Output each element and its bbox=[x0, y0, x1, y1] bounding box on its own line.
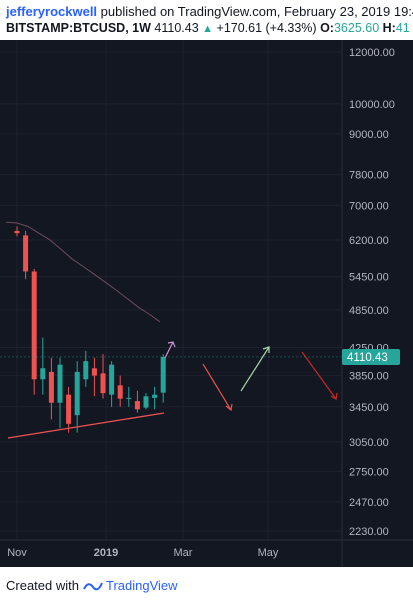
x-tick-label: 2019 bbox=[94, 547, 118, 559]
y-tick-label: 10000.00 bbox=[349, 99, 395, 111]
candle-body bbox=[160, 356, 166, 393]
high-value: 41 bbox=[395, 21, 410, 35]
candle-body bbox=[83, 361, 89, 380]
arrow-down-red-2[interactable] bbox=[301, 351, 337, 400]
last-price-tag: 4110.43 bbox=[342, 348, 400, 365]
last-price: 4110.43 bbox=[154, 21, 199, 35]
y-tick-label: 3850.00 bbox=[349, 371, 389, 383]
y-tick-label: 2750.00 bbox=[349, 466, 389, 478]
footer: Created with TradingView bbox=[6, 578, 178, 593]
tradingview-logo-icon bbox=[83, 582, 103, 590]
candle-body bbox=[109, 364, 115, 395]
candle-body bbox=[14, 230, 20, 234]
drawings bbox=[7, 341, 338, 439]
time-axis[interactable]: Nov 2019 Mar May bbox=[7, 547, 279, 559]
y-tick-label: 7800.00 bbox=[349, 170, 389, 182]
moving-average-path bbox=[5, 221, 161, 323]
arrow-down-red-1-head bbox=[225, 403, 233, 412]
y-tick-label: 7000.00 bbox=[349, 200, 389, 212]
published-text: published on TradingView.com, February 2… bbox=[100, 4, 413, 19]
y-tick-label: 2230.00 bbox=[349, 526, 389, 538]
candles bbox=[14, 226, 166, 433]
candle-body bbox=[117, 385, 123, 399]
y-tick-label: 2470.00 bbox=[349, 497, 389, 509]
candle-body bbox=[40, 368, 46, 380]
high-label: H: bbox=[382, 21, 396, 35]
tradingview-brand[interactable]: TradingView bbox=[105, 578, 178, 593]
support-trendline[interactable] bbox=[7, 412, 165, 439]
x-tick-label: Mar bbox=[174, 547, 193, 559]
symbol-name: BITSTAMP:BTCUSD, 1W bbox=[6, 21, 151, 35]
candle-body bbox=[57, 364, 63, 403]
up-triangle-icon: ▲ bbox=[202, 23, 214, 35]
open-value: 3625.60 bbox=[333, 21, 380, 35]
candle-body bbox=[48, 371, 54, 403]
publish-info: jefferyrockwell published on TradingView… bbox=[6, 4, 413, 19]
chart-background bbox=[0, 40, 413, 567]
y-tick-label: 6200.00 bbox=[349, 235, 389, 247]
symbol-info: BITSTAMP:BTCUSD, 1W 4110.43 ▲ +170.61 (+… bbox=[6, 21, 410, 35]
arrow-up-green[interactable] bbox=[240, 346, 270, 392]
candle-body bbox=[152, 394, 158, 398]
candle-body bbox=[74, 371, 80, 416]
open-label: O: bbox=[320, 21, 334, 35]
arrow-up-green-head bbox=[262, 346, 270, 353]
candle-body bbox=[126, 397, 132, 399]
y-tick-label: 3050.00 bbox=[349, 437, 389, 449]
y-tick-label: 3450.00 bbox=[349, 402, 389, 414]
candle-body bbox=[91, 368, 97, 376]
candle-body bbox=[66, 394, 72, 424]
last-price-tag-text: 4110.43 bbox=[347, 352, 388, 364]
y-tick-label: 4850.00 bbox=[349, 305, 389, 317]
grid bbox=[0, 40, 342, 540]
x-tick-label: Nov bbox=[7, 547, 27, 559]
arrow-up-purple[interactable] bbox=[164, 341, 174, 359]
price-chart[interactable]: 12000.00 10000.00 9000.00 7800.00 7000.00 620… bbox=[0, 40, 413, 567]
last-price-tag-bg bbox=[342, 348, 400, 365]
candle-body bbox=[31, 271, 37, 380]
candle-body bbox=[134, 401, 140, 410]
moving-average-line bbox=[5, 221, 161, 323]
y-tick-label: 12000.00 bbox=[349, 47, 395, 59]
arrow-down-red-2-head bbox=[330, 392, 338, 400]
arrow-down-red-1[interactable] bbox=[202, 363, 232, 411]
candle-body bbox=[143, 396, 149, 408]
y-tick-label: 5450.00 bbox=[349, 272, 389, 284]
price-change: +170.61 (+4.33%) bbox=[216, 21, 317, 35]
candle-body bbox=[100, 373, 106, 394]
candle-body bbox=[23, 235, 29, 272]
arrow-up-purple-head bbox=[167, 341, 176, 348]
x-tick-label: May bbox=[258, 547, 279, 559]
author-link[interactable]: jefferyrockwell bbox=[6, 4, 98, 19]
created-with-text: Created with bbox=[6, 578, 79, 593]
y-tick-label: 9000.00 bbox=[349, 129, 389, 141]
